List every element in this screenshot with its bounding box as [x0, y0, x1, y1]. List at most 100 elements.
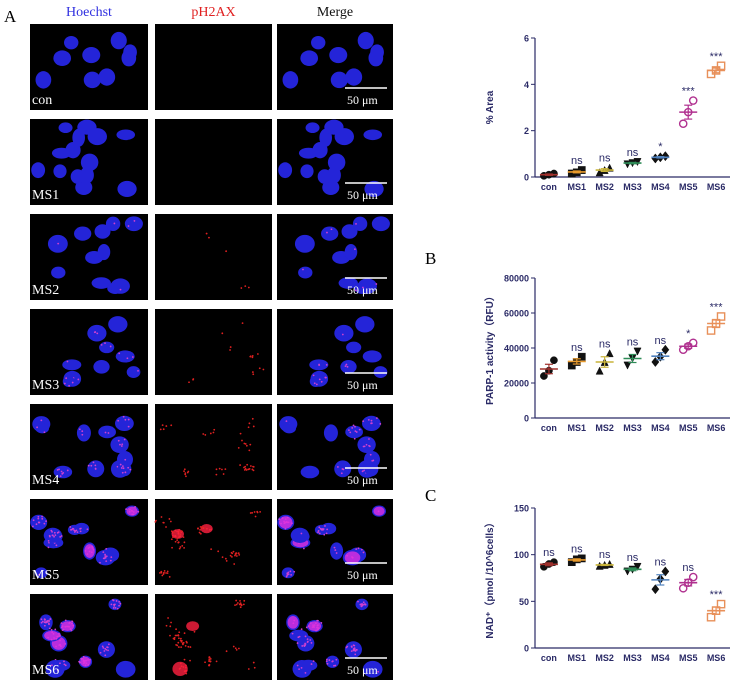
data-point: [633, 347, 642, 356]
foci: [246, 463, 249, 466]
foci: [103, 650, 106, 652]
nucleus: [327, 153, 346, 172]
nucleus: [117, 461, 132, 477]
foci: [335, 552, 338, 554]
foci: [232, 645, 235, 648]
foci: [251, 356, 254, 359]
y-axis-label: PARP-1 activity（RFU）: [483, 291, 496, 405]
foci: [375, 283, 378, 285]
foci: [243, 442, 246, 445]
image-cell: [30, 214, 148, 300]
foci: [53, 535, 55, 538]
stained-nucleus: [171, 529, 184, 539]
stained-nucleus: [200, 523, 213, 534]
foci: [186, 471, 189, 474]
foci: [114, 606, 117, 609]
foci: [304, 642, 306, 645]
x-tick-label: MS3: [623, 653, 642, 663]
scale-bar-label: 50 μm: [347, 188, 378, 202]
foci: [289, 570, 292, 573]
foci: [171, 546, 173, 549]
foci: [104, 555, 107, 557]
foci: [51, 534, 54, 537]
foci: [104, 556, 107, 559]
foci: [312, 660, 315, 663]
foci: [235, 603, 238, 606]
foci: [244, 465, 247, 468]
foci: [92, 461, 95, 464]
image-cell: [30, 499, 148, 585]
foci: [253, 666, 256, 669]
foci: [48, 534, 51, 537]
foci: [300, 628, 303, 631]
image-cell: [30, 24, 148, 110]
foci: [177, 637, 180, 640]
foci: [173, 531, 175, 534]
y-tick-label: 80000: [504, 274, 529, 284]
foci: [169, 625, 172, 628]
nucleus: [364, 180, 384, 198]
foci: [234, 554, 236, 557]
image-background: [155, 24, 272, 110]
foci: [105, 560, 108, 563]
y-tick-label: 0: [524, 644, 529, 654]
foci: [45, 620, 48, 623]
nucleus: [58, 122, 73, 134]
foci: [323, 533, 326, 536]
nucleus: [62, 359, 82, 371]
foci: [225, 560, 228, 562]
foci: [379, 423, 382, 425]
foci: [184, 473, 187, 476]
foci: [176, 644, 179, 647]
nucleus: [31, 162, 46, 179]
foci: [90, 464, 93, 467]
foci: [357, 600, 359, 603]
foci: [37, 517, 40, 520]
nucleus: [323, 424, 338, 442]
foci: [176, 537, 179, 539]
stained-nucleus: [84, 544, 95, 558]
x-tick-label: MS5: [679, 423, 698, 433]
foci: [354, 248, 356, 251]
foci: [320, 380, 323, 383]
x-tick-label: MS4: [651, 423, 670, 433]
foci: [234, 647, 237, 650]
foci: [165, 526, 167, 528]
foci: [326, 231, 328, 234]
x-tick-label: MS2: [595, 653, 614, 663]
foci: [300, 666, 303, 669]
nucleus: [357, 278, 377, 294]
foci: [60, 535, 63, 537]
foci: [238, 553, 241, 556]
foci: [247, 286, 250, 289]
foci: [118, 352, 121, 355]
nucleus: [294, 234, 315, 253]
foci: [244, 467, 247, 470]
data-point: [577, 352, 586, 361]
foci: [162, 521, 165, 524]
foci: [41, 620, 44, 623]
foci: [105, 547, 108, 550]
nucleus: [368, 49, 384, 67]
column-header: Hoechst: [66, 5, 112, 20]
nucleus: [53, 164, 67, 179]
foci: [54, 628, 57, 631]
foci: [251, 354, 254, 357]
x-tick-label: MS4: [651, 182, 670, 192]
foci: [159, 572, 161, 574]
foci: [362, 551, 365, 554]
foci: [362, 286, 364, 289]
nucleus: [34, 567, 48, 579]
foci: [291, 632, 294, 635]
nucleus: [330, 542, 344, 560]
foci: [119, 443, 121, 446]
foci: [110, 556, 113, 559]
foci: [355, 548, 358, 551]
nucleus: [97, 243, 111, 261]
foci: [251, 511, 254, 514]
nucleus: [321, 226, 339, 241]
foci: [102, 551, 105, 553]
foci: [45, 520, 47, 523]
foci: [79, 530, 82, 533]
